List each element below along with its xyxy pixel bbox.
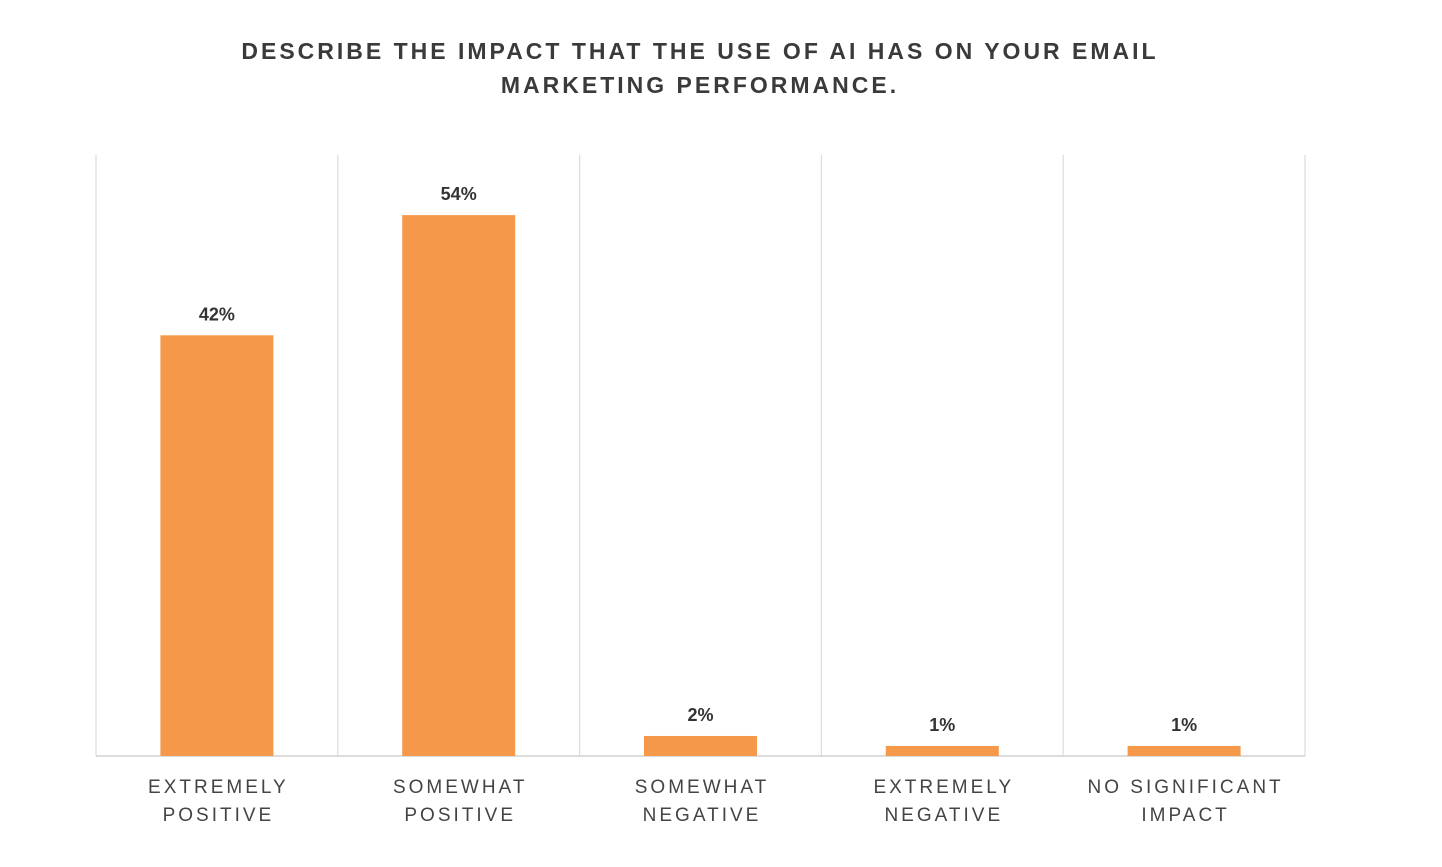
category-label: EXTREMELY	[148, 777, 289, 798]
bar	[1127, 745, 1241, 756]
bar	[402, 215, 516, 757]
chart-title-line-1: DESCRIBE THE IMPACT THAT THE USE OF AI H…	[241, 38, 1159, 64]
category-label: SOMEWHAT	[635, 777, 769, 798]
bar	[644, 735, 757, 756]
category-label: NO SIGNIFICANT	[1088, 777, 1284, 798]
category-label: EXTREMELY	[873, 777, 1014, 798]
data-label: 2%	[687, 705, 713, 725]
category-label: IMPACT	[1141, 805, 1229, 826]
chart-title-line-2: MARKETING PERFORMANCE.	[500, 72, 900, 98]
category-label: POSITIVE	[404, 805, 516, 826]
category-label: NEGATIVE	[884, 805, 1003, 826]
data-label: 54%	[441, 184, 477, 204]
bar	[885, 745, 999, 756]
chart-title: DESCRIBE THE IMPACT THAT THE USE OF AI H…	[0, 34, 1400, 102]
category-label: NEGATIVE	[643, 805, 762, 826]
category-label: SOMEWHAT	[393, 777, 527, 798]
data-label: 1%	[929, 715, 955, 735]
category-label: POSITIVE	[163, 805, 275, 826]
data-label: 42%	[199, 304, 235, 324]
data-label: 1%	[1171, 715, 1197, 735]
bar	[160, 335, 274, 756]
